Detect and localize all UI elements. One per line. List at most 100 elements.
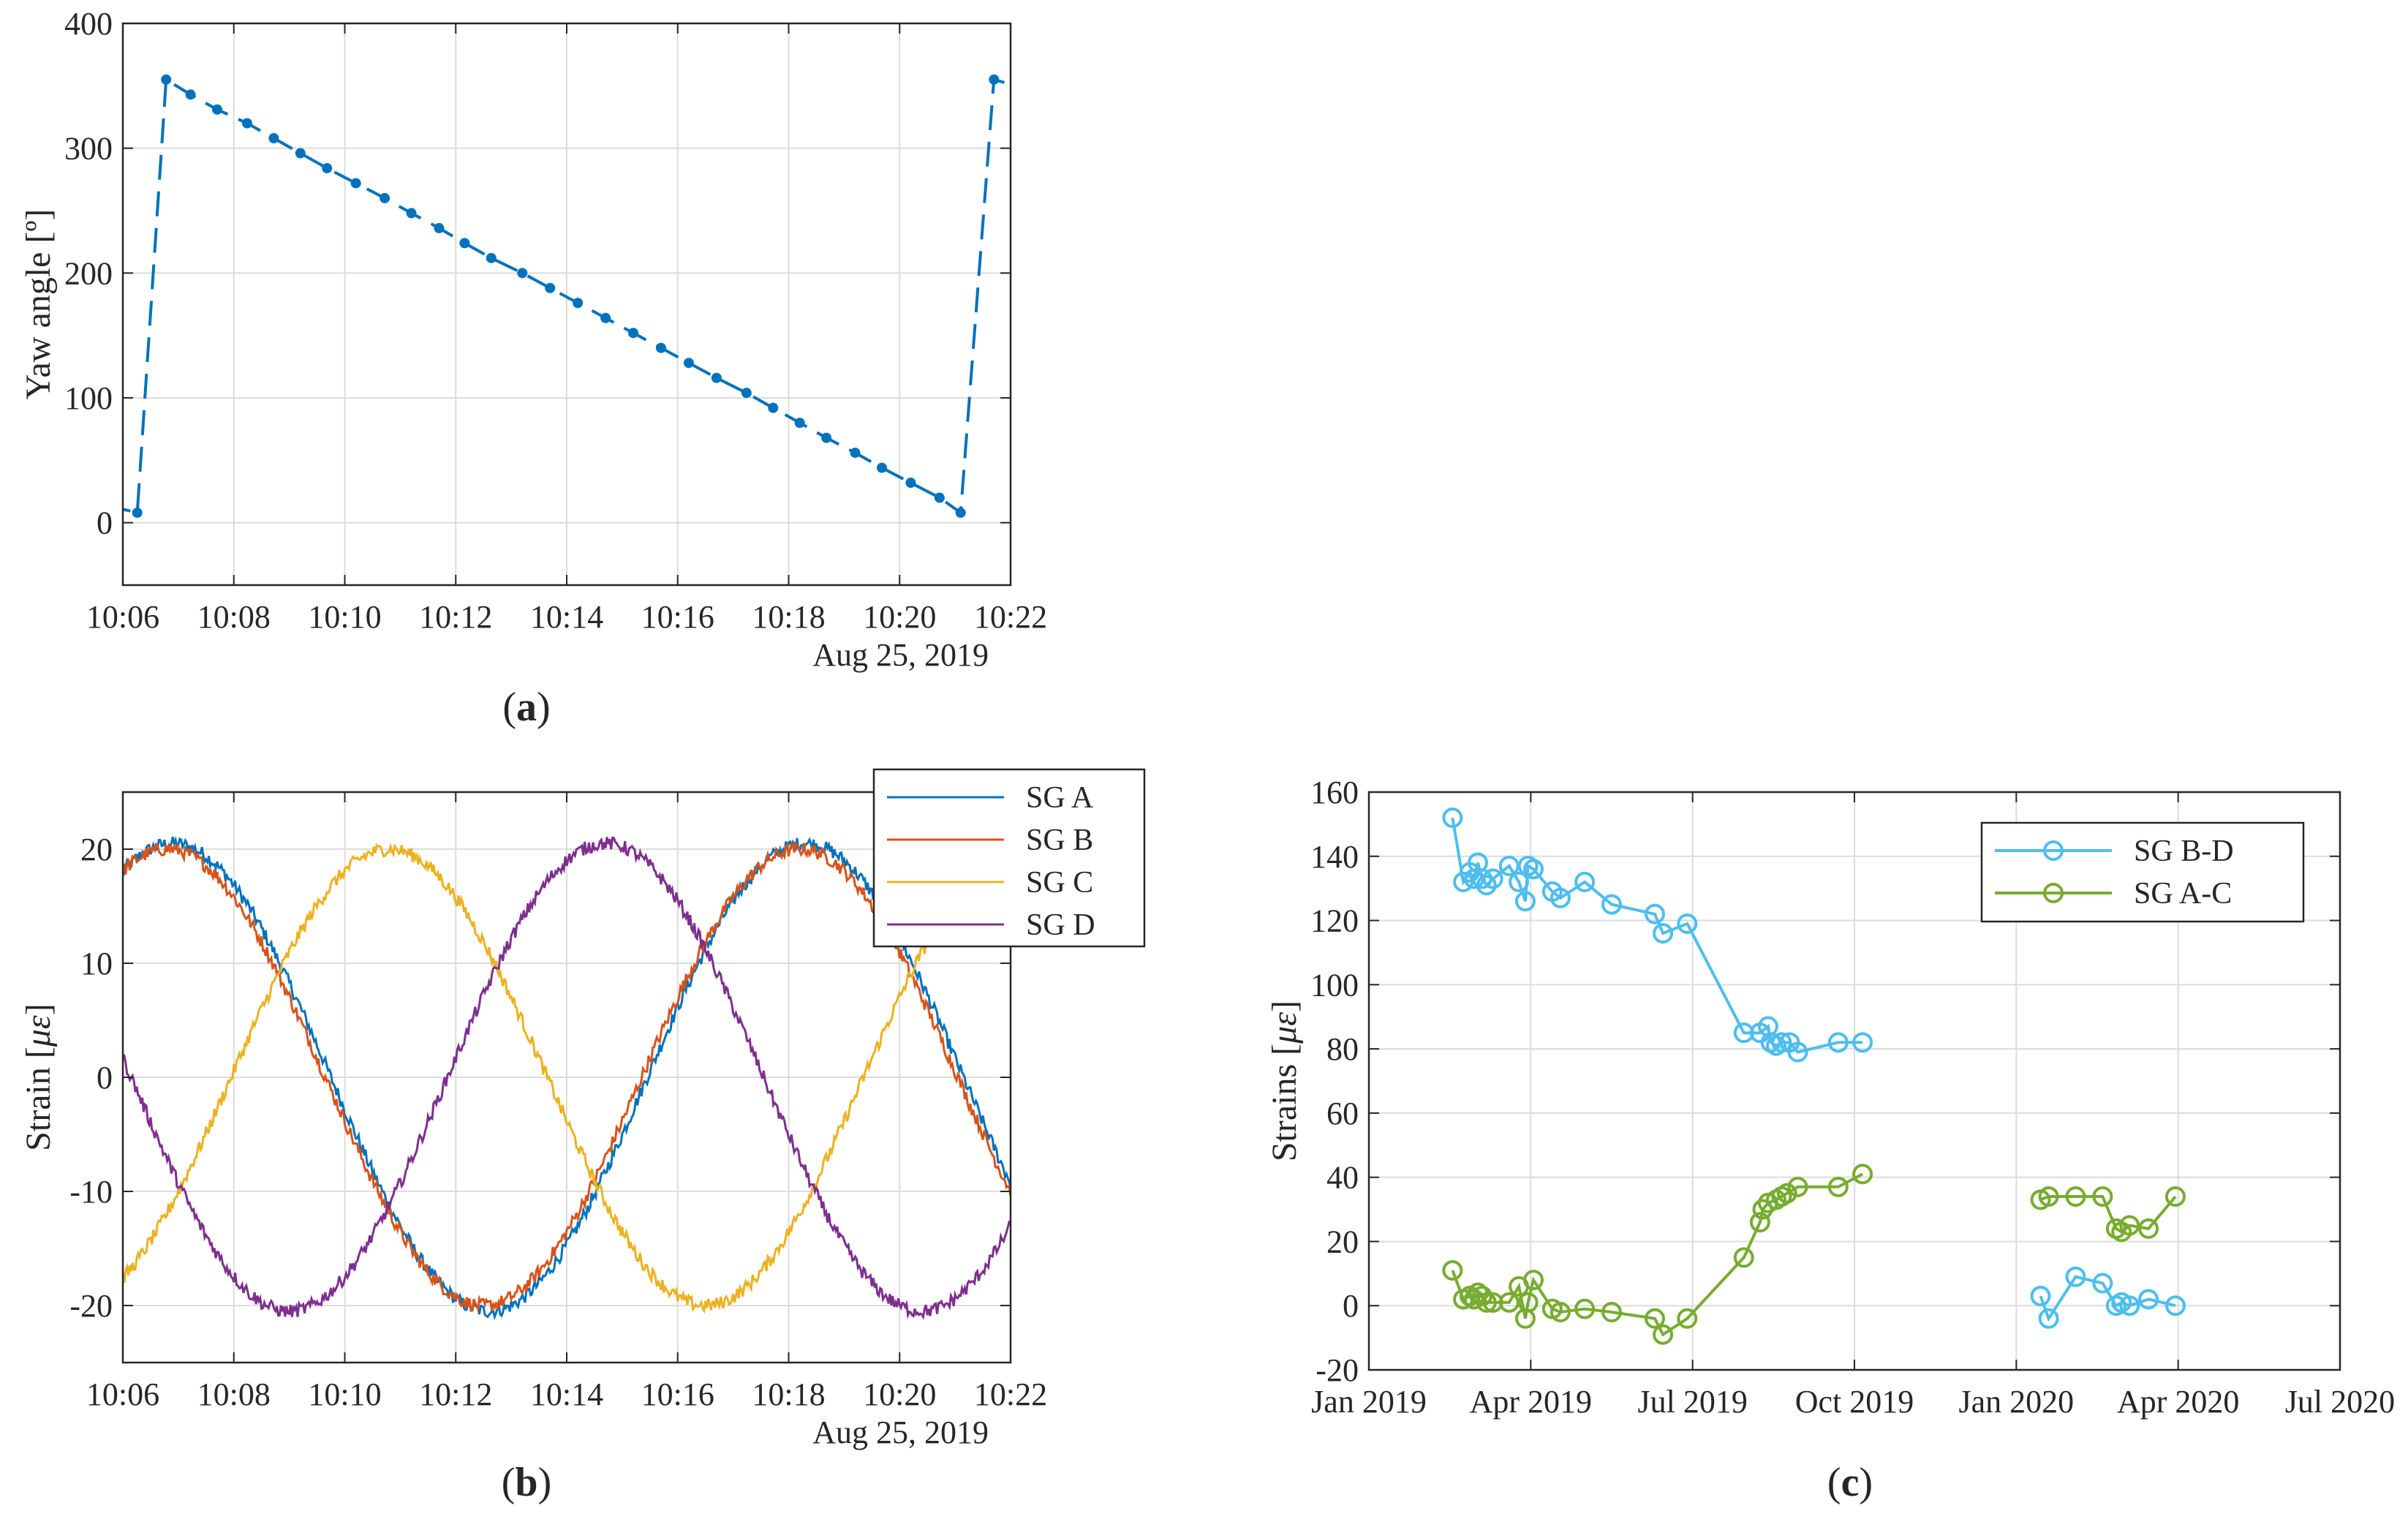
legend-box: [1980, 821, 2305, 923]
yaw-point: [241, 118, 252, 129]
yaw-point: [821, 432, 832, 443]
data-point: [1677, 1308, 1698, 1329]
data-point: [1733, 1247, 1754, 1268]
data-point: [1645, 903, 1666, 924]
yaw-point: [741, 388, 752, 399]
data-point: [2164, 1295, 2186, 1316]
data-point: [1523, 859, 1544, 880]
x-tick-label: 10:12: [419, 1376, 492, 1412]
yaw-point: [876, 462, 887, 473]
y-tick-label: -20: [1316, 1352, 1359, 1388]
data-point: [2038, 1186, 2059, 1207]
data-point: [1827, 1176, 1849, 1197]
x-tick-label: 10:06: [86, 599, 159, 635]
data-point: [2038, 1308, 2059, 1329]
data-point: [2138, 1218, 2159, 1239]
yaw-point: [683, 358, 694, 369]
data-point: [1852, 1164, 1873, 1185]
yaw-point: [768, 402, 779, 413]
yaw-point: [459, 238, 470, 249]
x-tick-label: 10:16: [641, 599, 714, 635]
y-axis-label-close: ]: [1265, 1001, 1304, 1012]
y-tick-label: 160: [1310, 775, 1359, 810]
data-point: [1787, 1176, 1808, 1197]
series-line-sg-a: [123, 835, 1011, 1321]
y-axis-label-close: ]: [19, 1003, 58, 1015]
legend-marker: [2043, 883, 2064, 903]
panel-c-strains-chart: Jan 2019 Apr 2019 Jul 2019 Oct 2019 Jan 2020…: [1265, 775, 2395, 1420]
y-tick-label: -20: [69, 1288, 113, 1324]
legend-label: SG D: [1026, 908, 1095, 942]
data-point: [1550, 887, 1571, 908]
legend: SG B-D SG A-C: [1980, 821, 2305, 923]
data-point: [2065, 1266, 2086, 1287]
yaw-point: [545, 282, 556, 293]
y-tick-label: -10: [69, 1174, 113, 1210]
y-tick-label: 100: [1310, 967, 1359, 1003]
y-tick-label: 0: [97, 505, 113, 541]
legend: SG A SG B SG C SG D: [872, 768, 1146, 948]
data-point: [1482, 868, 1503, 889]
yaw-point: [989, 74, 1000, 85]
x-tick-label: Jul 2020: [2285, 1384, 2395, 1420]
legend-box: [872, 768, 1146, 948]
panel-b-strain-chart: 10:06 10:08 10:10 10:12 10:14 10:16 10:18 10:20…: [19, 768, 1146, 1450]
yaw-point: [268, 133, 279, 144]
data-point: [1523, 1270, 1544, 1291]
panel-a-yaw-chart: 10:06 10:08 10:10 10:12 10:14 10:16 10:18 10:20…: [19, 6, 1047, 673]
x-tick-label: 10:10: [308, 599, 381, 635]
yaw-point: [434, 222, 445, 233]
y-tick-label: 140: [1310, 839, 1359, 875]
data-point: [1574, 1298, 1596, 1319]
series-line: [2039, 1275, 2176, 1322]
x-tick-label: 10:18: [752, 599, 825, 635]
yaw-point: [322, 162, 333, 173]
date-label: Aug 25, 2019: [812, 1414, 989, 1450]
y-axis-label: Strains [με]: [1265, 1001, 1304, 1161]
data-point: [2119, 1215, 2140, 1236]
yaw-point: [905, 478, 916, 489]
yaw-series: [123, 74, 1011, 519]
x-tick-label: Apr 2020: [2117, 1384, 2239, 1420]
yaw-point: [517, 268, 528, 279]
yaw-point: [350, 178, 361, 189]
data-point: [1749, 1212, 1770, 1233]
yaw-point: [132, 508, 143, 519]
series-line-sg-b: [123, 841, 1011, 1312]
yaw-point: [850, 448, 861, 459]
y-tick-label: 100: [64, 380, 113, 416]
yaw-point: [573, 298, 584, 309]
data-point: [1509, 871, 1530, 892]
series-sg-a-c: [1442, 1164, 2186, 1345]
series-sg-b-d: [1442, 807, 2186, 1329]
x-tick-label: 10:22: [974, 599, 1047, 635]
data-point: [1771, 1032, 1792, 1053]
x-tick-label: 10:18: [752, 1376, 825, 1412]
legend-label: SG B-D: [2134, 835, 2234, 868]
x-tick-label: Jan 2020: [1959, 1384, 2075, 1420]
yaw-point: [211, 104, 222, 115]
yaw-point: [406, 208, 417, 219]
data-point: [1776, 1183, 1797, 1204]
yaw-point: [794, 418, 805, 429]
data-point: [1517, 1292, 1539, 1313]
legend-label: SG A: [1026, 781, 1094, 815]
y-tick-label: 80: [1326, 1031, 1359, 1067]
legend-label: SG B: [1026, 824, 1093, 857]
y-axis-label-unit: με: [19, 1015, 58, 1047]
data-point: [2092, 1186, 2113, 1207]
y-tick-label: 300: [64, 131, 113, 167]
data-point: [1574, 871, 1596, 892]
data-point: [1827, 1032, 1849, 1053]
data-point: [1601, 1302, 1622, 1322]
y-axis-label-unit: με: [1265, 1012, 1304, 1044]
data-point: [1752, 1199, 1773, 1220]
x-tick-label: 10:20: [863, 599, 936, 635]
x-tick-label: 10:08: [197, 599, 271, 635]
x-tick-label: 10:08: [197, 1376, 271, 1412]
series-line-sg-c: [123, 842, 1011, 1314]
legend-label: SG C: [1026, 866, 1093, 900]
yaw-point: [955, 508, 966, 519]
